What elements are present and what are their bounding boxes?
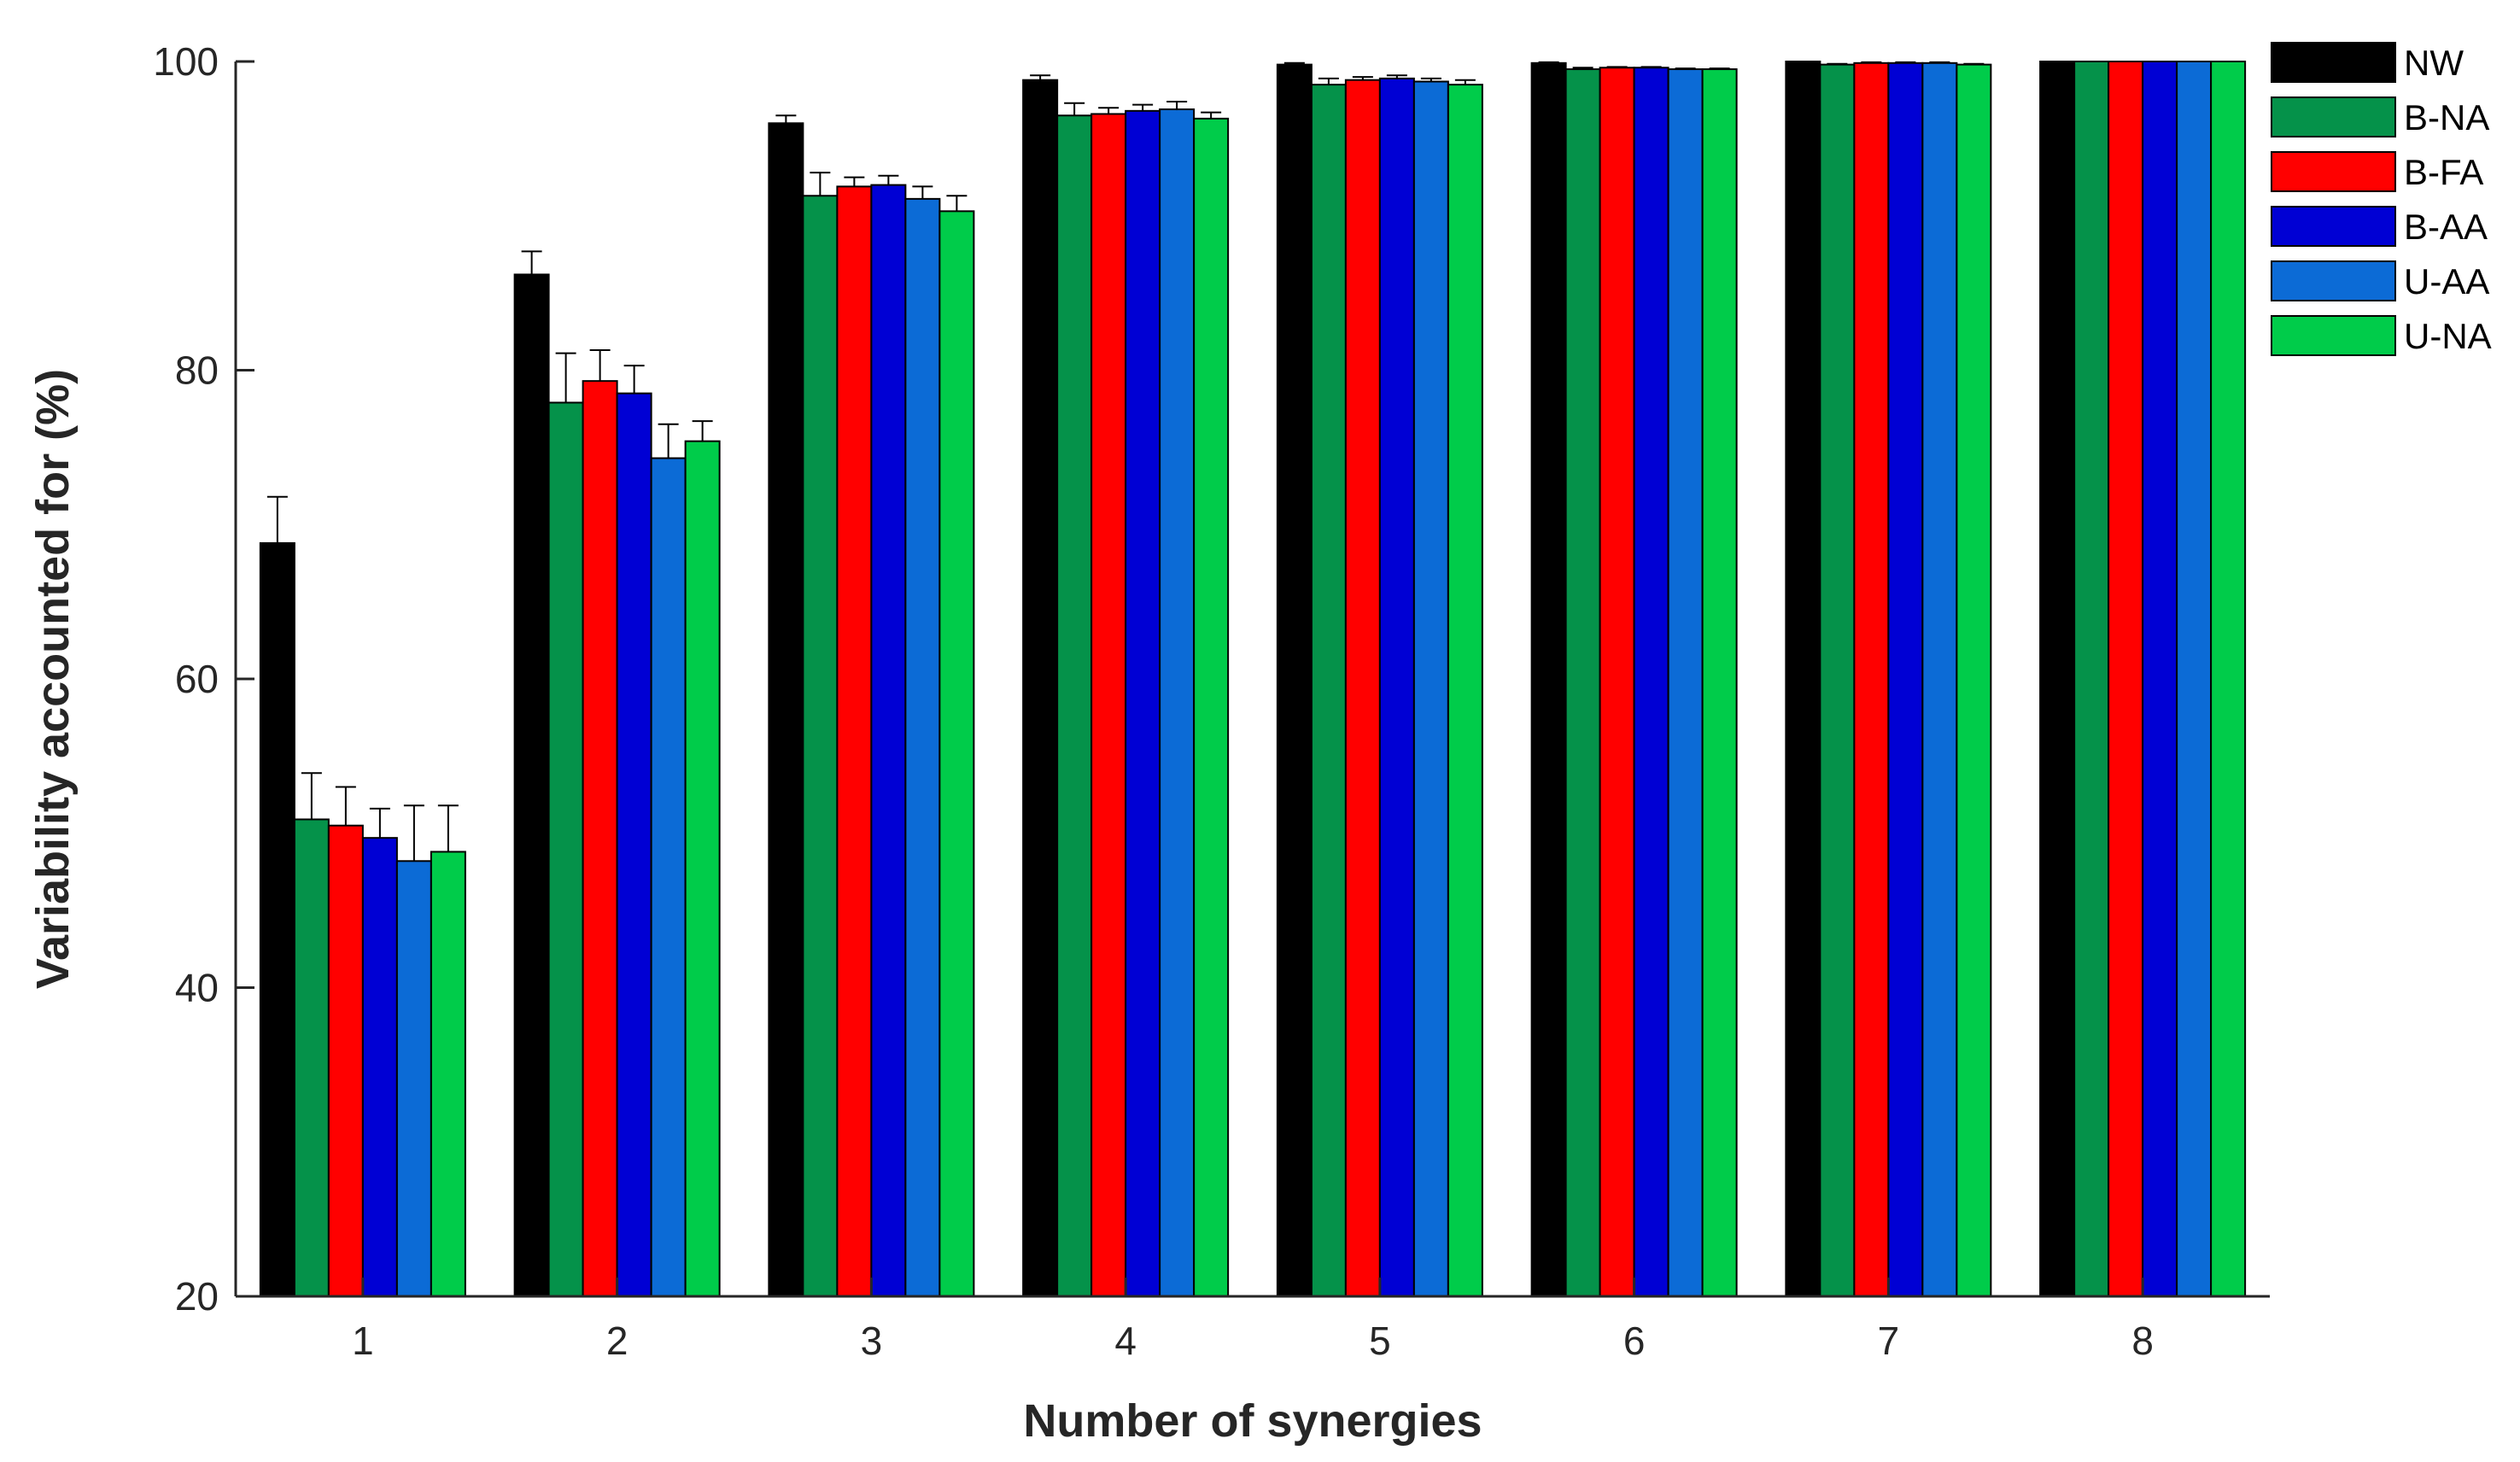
legend-label-u-aa: U-AA: [2404, 261, 2489, 301]
bar-b-aa-7: [1887, 61, 1924, 1298]
bar-u-na-5: [1447, 84, 1483, 1297]
bar-u-aa-8: [2176, 61, 2213, 1297]
bar-b-fa-5: [1344, 79, 1381, 1298]
bar-b-fa-6: [1599, 67, 1635, 1298]
bars-layer: [259, 61, 2247, 1298]
bar-b-na-5: [1310, 84, 1347, 1297]
x-tick-label: 3: [861, 1319, 883, 1363]
bar-b-aa-6: [1633, 67, 1669, 1298]
y-tick-label: 60: [175, 657, 219, 701]
bar-u-aa-6: [1667, 68, 1704, 1298]
bar-u-aa-1: [395, 860, 432, 1297]
y-tick-label: 40: [175, 966, 219, 1010]
ticks-layer: 20 40 60 80 100 1 2 3 4 5 6 7 8: [153, 39, 2154, 1363]
bar-b-na-1: [293, 818, 330, 1297]
y-axis-title: Variability accounted for (%): [27, 369, 79, 989]
legend-swatch-b-aa: [2271, 206, 2396, 247]
legend-swatch-b-na: [2271, 96, 2396, 137]
bar-b-na-4: [1056, 114, 1093, 1298]
legend-swatch-nw: [2271, 42, 2396, 83]
legend-label-b-na: B-NA: [2404, 97, 2489, 137]
x-tick-label: 1: [352, 1319, 374, 1363]
x-axis-title: Number of synergies: [1023, 1395, 1482, 1447]
bar-b-na-8: [2073, 61, 2110, 1297]
x-tick-label: 2: [606, 1319, 629, 1363]
y-tick-label: 100: [153, 39, 219, 84]
legend: NW B-NA B-FA B-AA U-AA U-NA: [2271, 42, 2492, 356]
bar-nw-5: [1276, 63, 1313, 1298]
bar-b-aa-8: [2142, 61, 2178, 1297]
bar-b-aa-5: [1378, 77, 1415, 1298]
bar-nw-8: [2039, 61, 2076, 1297]
bar-b-na-7: [1819, 63, 1856, 1298]
bar-b-aa-4: [1125, 109, 1161, 1298]
bar-u-na-8: [2210, 61, 2247, 1297]
bar-b-aa-3: [870, 184, 907, 1298]
bar-b-fa-8: [2108, 61, 2144, 1297]
bar-b-fa-7: [1853, 61, 1890, 1298]
y-tick-label: 80: [175, 348, 219, 393]
bar-nw-3: [768, 122, 804, 1297]
y-tick-label: 20: [175, 1274, 219, 1319]
legend-swatch-u-na: [2271, 315, 2396, 356]
legend-label-u-na: U-NA: [2404, 316, 2492, 356]
bar-u-na-6: [1701, 68, 1738, 1298]
bar-nw-6: [1530, 61, 1567, 1298]
bar-b-fa-2: [582, 380, 618, 1298]
bar-nw-7: [1785, 61, 1821, 1297]
x-tick-label: 5: [1369, 1319, 1391, 1363]
bar-u-na-1: [430, 851, 466, 1297]
bar-u-na-2: [684, 440, 721, 1297]
bar-u-aa-4: [1159, 108, 1196, 1298]
bar-u-aa-5: [1412, 80, 1449, 1297]
x-tick-label: 6: [1623, 1319, 1646, 1363]
bar-nw-2: [513, 273, 550, 1297]
bar-b-fa-1: [327, 824, 364, 1297]
legend-label-b-aa: B-AA: [2404, 207, 2488, 247]
bar-b-fa-4: [1090, 113, 1127, 1298]
bar-u-aa-3: [904, 197, 941, 1297]
x-tick-label: 4: [1114, 1319, 1137, 1363]
bar-b-na-6: [1564, 68, 1601, 1298]
bar-u-na-7: [1956, 63, 1992, 1298]
x-tick-label: 7: [1878, 1319, 1900, 1363]
bar-b-na-3: [802, 195, 839, 1298]
bar-b-fa-3: [836, 185, 873, 1298]
bar-nw-4: [1022, 79, 1059, 1298]
x-tick-label: 8: [2131, 1319, 2154, 1363]
bar-b-aa-2: [616, 392, 652, 1297]
legend-swatch-u-aa: [2271, 260, 2396, 301]
bar-nw-1: [259, 541, 295, 1297]
bar-b-aa-1: [361, 837, 398, 1297]
legend-swatch-b-fa: [2271, 151, 2396, 192]
legend-label-nw: NW: [2404, 43, 2464, 83]
bar-b-na-2: [547, 401, 584, 1297]
legend-label-b-fa: B-FA: [2404, 152, 2483, 192]
bar-u-na-3: [938, 210, 975, 1297]
bar-u-na-4: [1193, 117, 1230, 1298]
bar-u-aa-7: [1921, 61, 1958, 1298]
bar-u-aa-2: [650, 457, 687, 1297]
